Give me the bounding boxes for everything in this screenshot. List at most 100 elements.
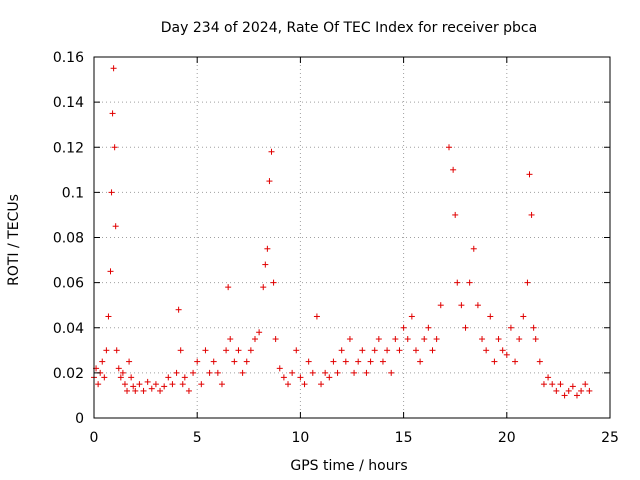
y-tick-label: 0.12 [53, 140, 84, 156]
data-point [404, 336, 411, 343]
y-axis-ticks: 0 0.02 0.04 0.06 0.08 0.1 0.12 0.14 0.16 [53, 50, 610, 427]
data-point [338, 347, 345, 354]
data-point [148, 385, 155, 392]
data-point [239, 369, 246, 376]
data-point [487, 313, 494, 320]
data-point [161, 383, 168, 390]
data-point [388, 369, 395, 376]
data-point [450, 166, 457, 173]
data-point [454, 279, 461, 286]
data-point [540, 381, 547, 388]
data-point [124, 387, 131, 394]
data-point [553, 387, 560, 394]
data-point [351, 369, 358, 376]
x-tick-label: 25 [601, 430, 619, 446]
y-axis-label: ROTI / TECUs [6, 194, 22, 286]
data-point [194, 358, 201, 365]
data-point [512, 358, 519, 365]
data-point [479, 336, 486, 343]
data-point [108, 189, 115, 196]
data-point [175, 306, 182, 313]
data-point [526, 171, 533, 178]
data-point [179, 381, 186, 388]
data-point [210, 358, 217, 365]
x-tick-label: 15 [395, 430, 413, 446]
data-point [126, 358, 133, 365]
data-point [235, 347, 242, 354]
data-point [144, 378, 151, 385]
data-point [218, 381, 225, 388]
data-point [243, 358, 250, 365]
y-tick-label: 0.04 [53, 321, 84, 337]
data-point [408, 313, 415, 320]
data-point [499, 347, 506, 354]
data-point [530, 324, 537, 331]
data-point [569, 383, 576, 390]
y-tick-label: 0 [75, 411, 84, 427]
data-point [260, 284, 267, 291]
data-point [227, 336, 234, 343]
data-point [573, 392, 580, 399]
data-point [384, 347, 391, 354]
data-point [177, 347, 184, 354]
data-point [446, 144, 453, 151]
data-point [549, 381, 556, 388]
data-point [536, 358, 543, 365]
data-point [270, 279, 277, 286]
data-point [425, 324, 432, 331]
data-point [433, 336, 440, 343]
data-point [109, 110, 116, 117]
data-points [91, 65, 593, 399]
data-point [528, 211, 535, 218]
data-point [297, 374, 304, 381]
grid-lines [94, 57, 610, 418]
data-point [532, 336, 539, 343]
data-point [110, 65, 117, 72]
data-point [101, 374, 108, 381]
data-point [190, 369, 197, 376]
data-point [276, 365, 283, 372]
data-point [280, 374, 287, 381]
data-point [371, 347, 378, 354]
x-tick-label: 20 [498, 430, 516, 446]
data-point [561, 392, 568, 399]
y-tick-label: 0.02 [53, 366, 84, 382]
chart-title: Day 234 of 2024, Rate Of TEC Index for r… [161, 20, 537, 36]
data-point [130, 383, 137, 390]
data-point [247, 347, 254, 354]
data-point [507, 324, 514, 331]
data-point [483, 347, 490, 354]
data-point [326, 374, 333, 381]
data-point [264, 245, 271, 252]
data-point [334, 369, 341, 376]
data-point [272, 336, 279, 343]
data-point [318, 381, 325, 388]
data-point [198, 381, 205, 388]
data-point [396, 347, 403, 354]
data-point [429, 347, 436, 354]
data-point [309, 369, 316, 376]
y-tick-label: 0.14 [53, 95, 84, 111]
plot-frame [93, 56, 611, 419]
data-point [545, 374, 552, 381]
data-point [121, 381, 128, 388]
data-point [202, 347, 209, 354]
data-point [112, 223, 119, 230]
data-point [115, 365, 122, 372]
data-point [285, 381, 292, 388]
data-point [582, 381, 589, 388]
data-point [355, 358, 362, 365]
data-point [214, 369, 221, 376]
data-point [516, 336, 523, 343]
data-point [169, 381, 176, 388]
data-point [293, 347, 300, 354]
data-point [363, 369, 370, 376]
data-point [359, 347, 366, 354]
y-tick-label: 0.06 [53, 276, 84, 292]
x-axis-label: GPS time / hours [290, 458, 407, 474]
data-point [586, 387, 593, 394]
data-point [437, 302, 444, 309]
data-point [305, 358, 312, 365]
data-point [105, 313, 112, 320]
